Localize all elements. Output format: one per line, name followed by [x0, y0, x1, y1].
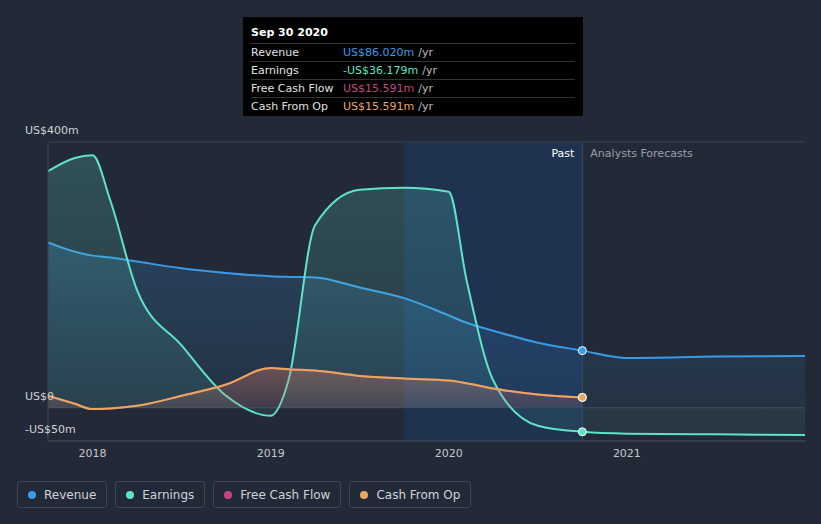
- svg-text:US$0: US$0: [25, 390, 54, 403]
- html-text:Revenue: Revenue: [251, 46, 299, 59]
- html-text:Sep 30 2020: Sep 30 2020: [251, 26, 328, 39]
- svg-text:2021: 2021: [613, 447, 641, 460]
- svg-text:2019: 2019: [257, 447, 285, 460]
- svg-text:-US$50m: -US$50m: [25, 423, 76, 436]
- svg-text:2020: 2020: [435, 447, 463, 460]
- html-text:US$86.020m /yr: US$86.020m /yr: [343, 46, 433, 59]
- svg-text:US$400m: US$400m: [25, 124, 79, 137]
- html-text:Free Cash Flow: Free Cash Flow: [240, 487, 331, 502]
- html-text:Revenue: Revenue: [44, 487, 97, 502]
- html-text:US$15.591m /yr: US$15.591m /yr: [343, 100, 433, 113]
- svg-text:2018: 2018: [79, 447, 107, 460]
- svg-text:Analysts Forecasts: Analysts Forecasts: [590, 147, 693, 160]
- html-text:Free Cash Flow: Free Cash Flow: [251, 82, 334, 95]
- html-text:Cash From Op: Cash From Op: [251, 100, 328, 113]
- html-text:Earnings: Earnings: [251, 64, 299, 77]
- html-text:Cash From Op: Cash From Op: [376, 487, 461, 502]
- html-text:-US$36.179m /yr: -US$36.179m /yr: [343, 64, 437, 77]
- html-text:Earnings: Earnings: [142, 487, 195, 502]
- html-text:US$15.591m /yr: US$15.591m /yr: [343, 82, 433, 95]
- svg-text:Past: Past: [551, 147, 575, 160]
